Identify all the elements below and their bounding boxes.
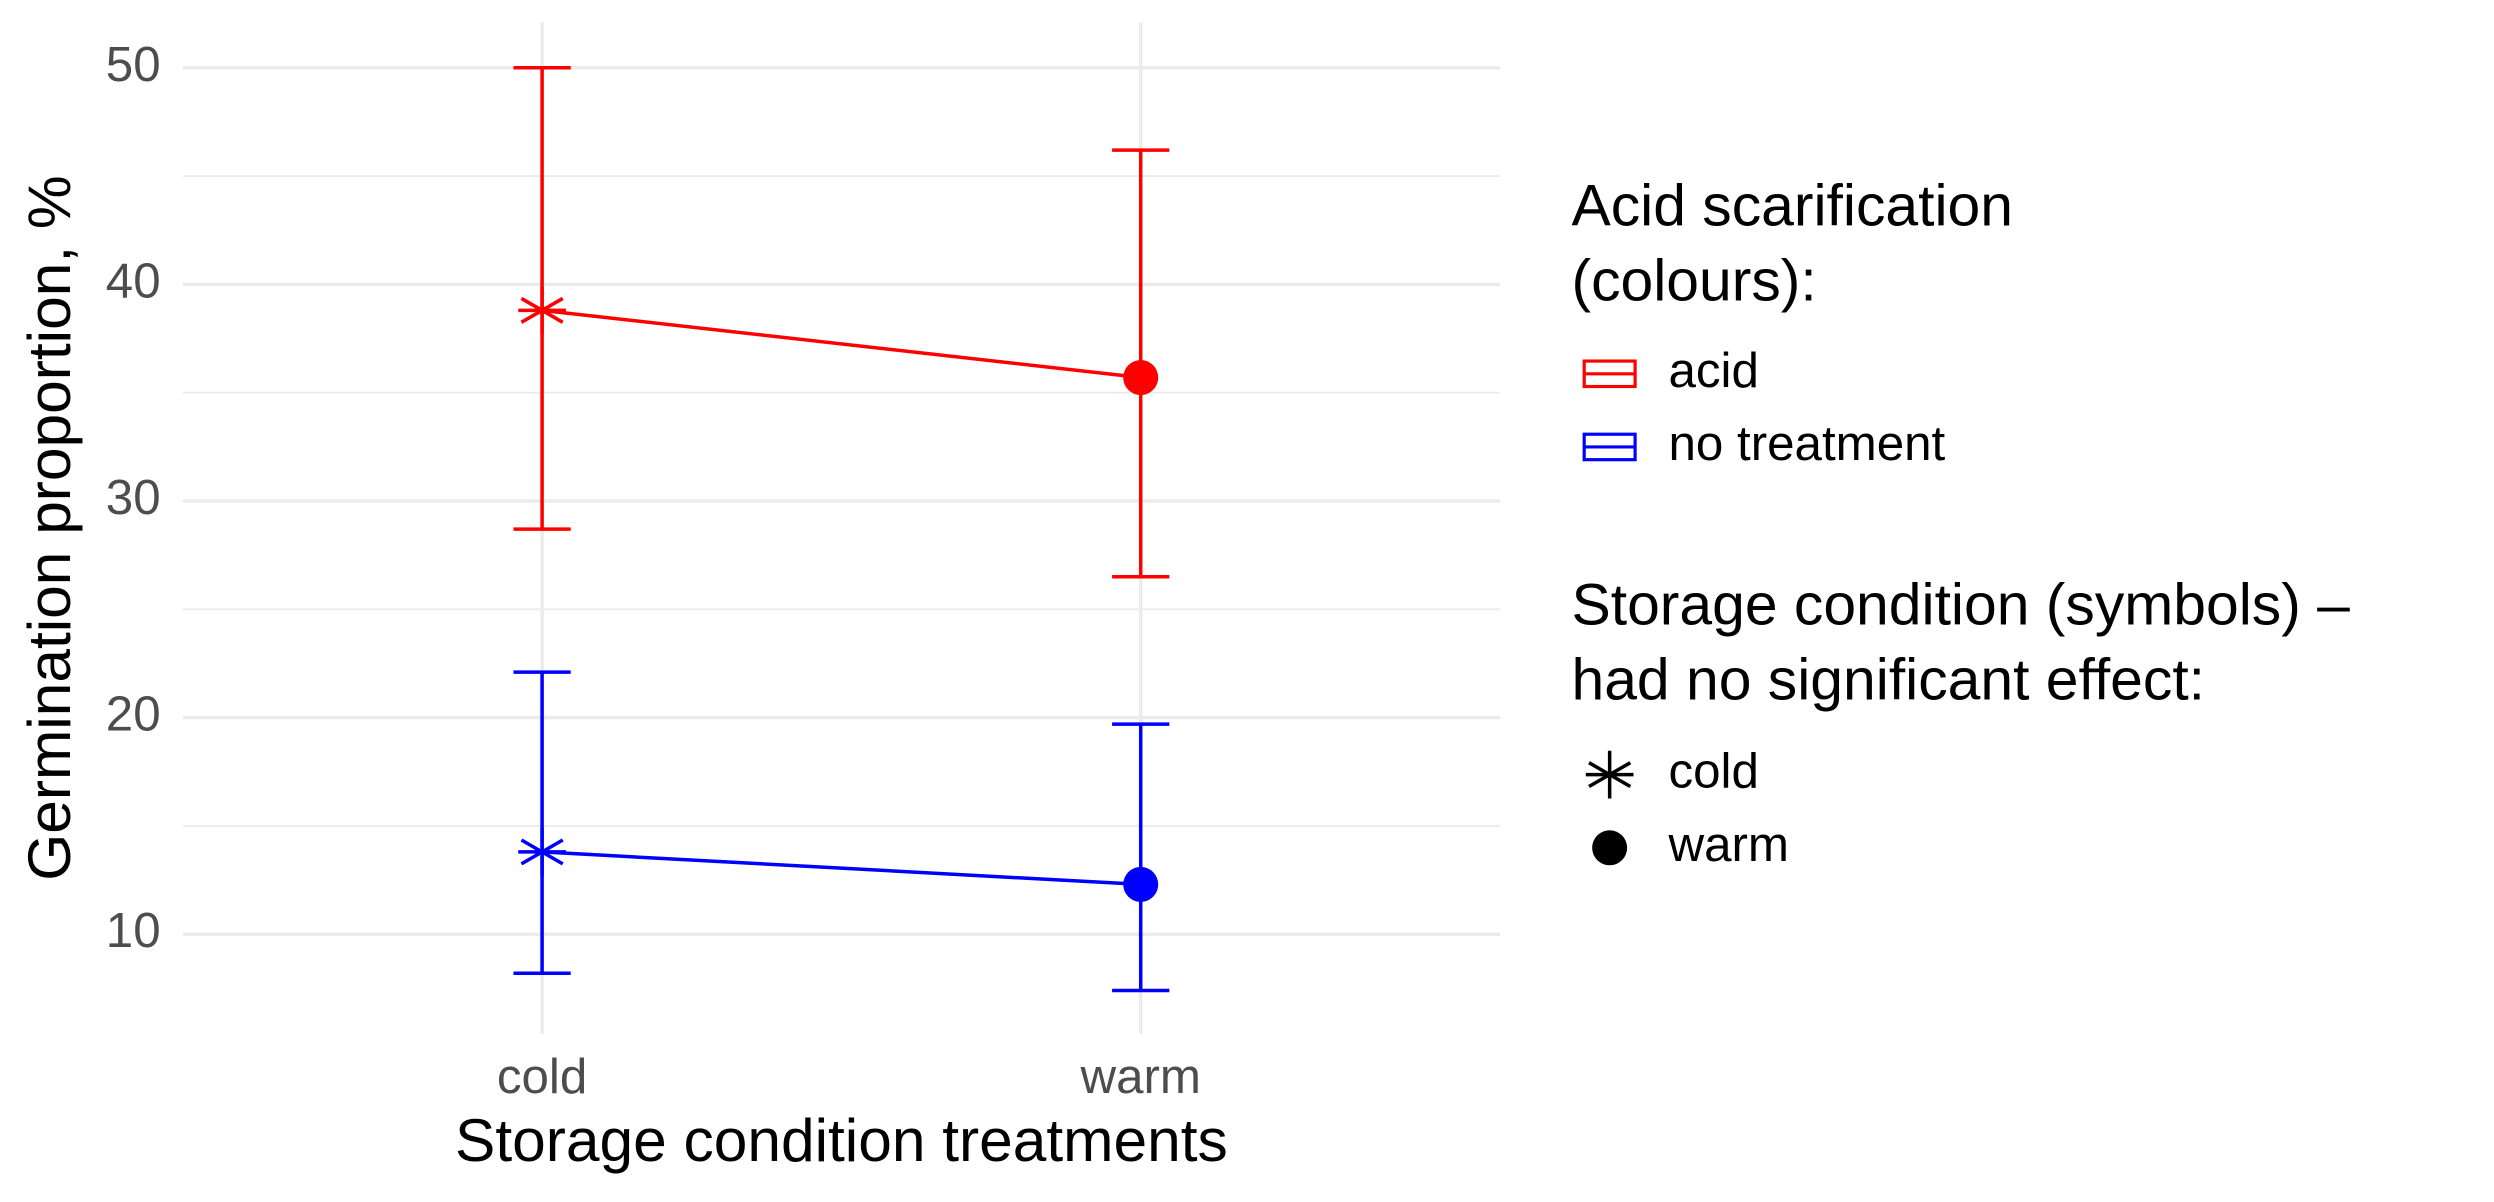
- legend-label: cold: [1668, 744, 1758, 799]
- series-line: [541, 308, 1141, 380]
- series-line: [541, 850, 1141, 887]
- point: [518, 828, 566, 876]
- legend-title: Storage condition (symbols) –: [1571, 573, 2350, 638]
- x-axis-title: Storage condition treatments: [455, 1106, 1228, 1174]
- y-tick-label: 40: [106, 253, 161, 308]
- legend-symbol: [1592, 830, 1628, 866]
- y-tick-label: 50: [106, 37, 161, 92]
- legend-label: no treatment: [1668, 416, 1945, 471]
- legend-symbol: [1585, 750, 1634, 799]
- point: [1123, 866, 1159, 902]
- y-tick-label: 20: [106, 687, 161, 742]
- y-axis-title: Germination proportion, %: [15, 175, 83, 880]
- y-tick-label: 10: [106, 903, 161, 958]
- legend-title: Acid scarification: [1571, 174, 2013, 239]
- y-tick-label: 30: [106, 470, 161, 525]
- legend-title: had no significant effect:: [1571, 647, 2205, 712]
- legend-label: warm: [1667, 817, 1789, 872]
- x-tick-label: warm: [1079, 1049, 1201, 1104]
- legend-title: (colours):: [1571, 248, 1816, 313]
- point: [518, 286, 566, 335]
- point: [1123, 360, 1159, 396]
- legend-label: acid: [1668, 343, 1758, 398]
- x-tick-label: cold: [497, 1049, 587, 1104]
